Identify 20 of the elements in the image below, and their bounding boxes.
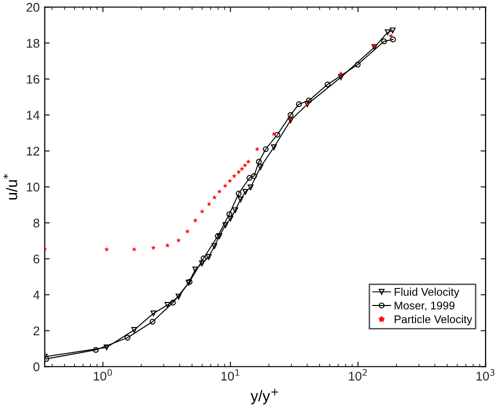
y-tick-label: 18	[26, 38, 40, 48]
x-tick-label: 10$^{3}$	[476, 369, 494, 381]
y-tick-label: 8	[33, 218, 40, 228]
legend-label: Particle Velocity	[394, 315, 472, 326]
y-tick-label: 10	[26, 182, 40, 192]
y-tick-label: 16	[26, 74, 40, 84]
legend-label: Moser, 1999	[394, 302, 454, 311]
y-tick-label: 4	[33, 290, 40, 300]
x-tick-label: 10$^{2}$	[348, 369, 367, 381]
y-tick-label: 14	[26, 110, 40, 120]
x-tick-label: 10$^{1}$	[221, 369, 240, 381]
y-tick-label: 12	[26, 146, 40, 156]
y-tick-label: 0	[33, 362, 40, 372]
y-tick-label: 20	[26, 2, 40, 12]
legend-label: Fluid Velocity	[394, 288, 460, 298]
x-tick-label: 10$^{0}$	[94, 369, 112, 381]
y-tick-label: 2	[34, 326, 40, 336]
y-tick-label: 6	[34, 254, 40, 264]
x-axis-title: y/y$^{+}$	[250, 388, 278, 404]
y-axis-title: u/u$^{*}$	[3, 174, 18, 200]
